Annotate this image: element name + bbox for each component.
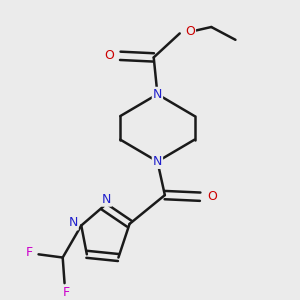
- Text: O: O: [185, 25, 195, 38]
- Text: N: N: [68, 216, 78, 230]
- Text: O: O: [104, 49, 114, 62]
- Text: N: N: [153, 155, 162, 168]
- Text: F: F: [63, 286, 70, 299]
- Text: N: N: [153, 88, 162, 101]
- Text: N: N: [102, 193, 111, 206]
- Text: O: O: [207, 190, 217, 203]
- Text: F: F: [26, 246, 33, 259]
